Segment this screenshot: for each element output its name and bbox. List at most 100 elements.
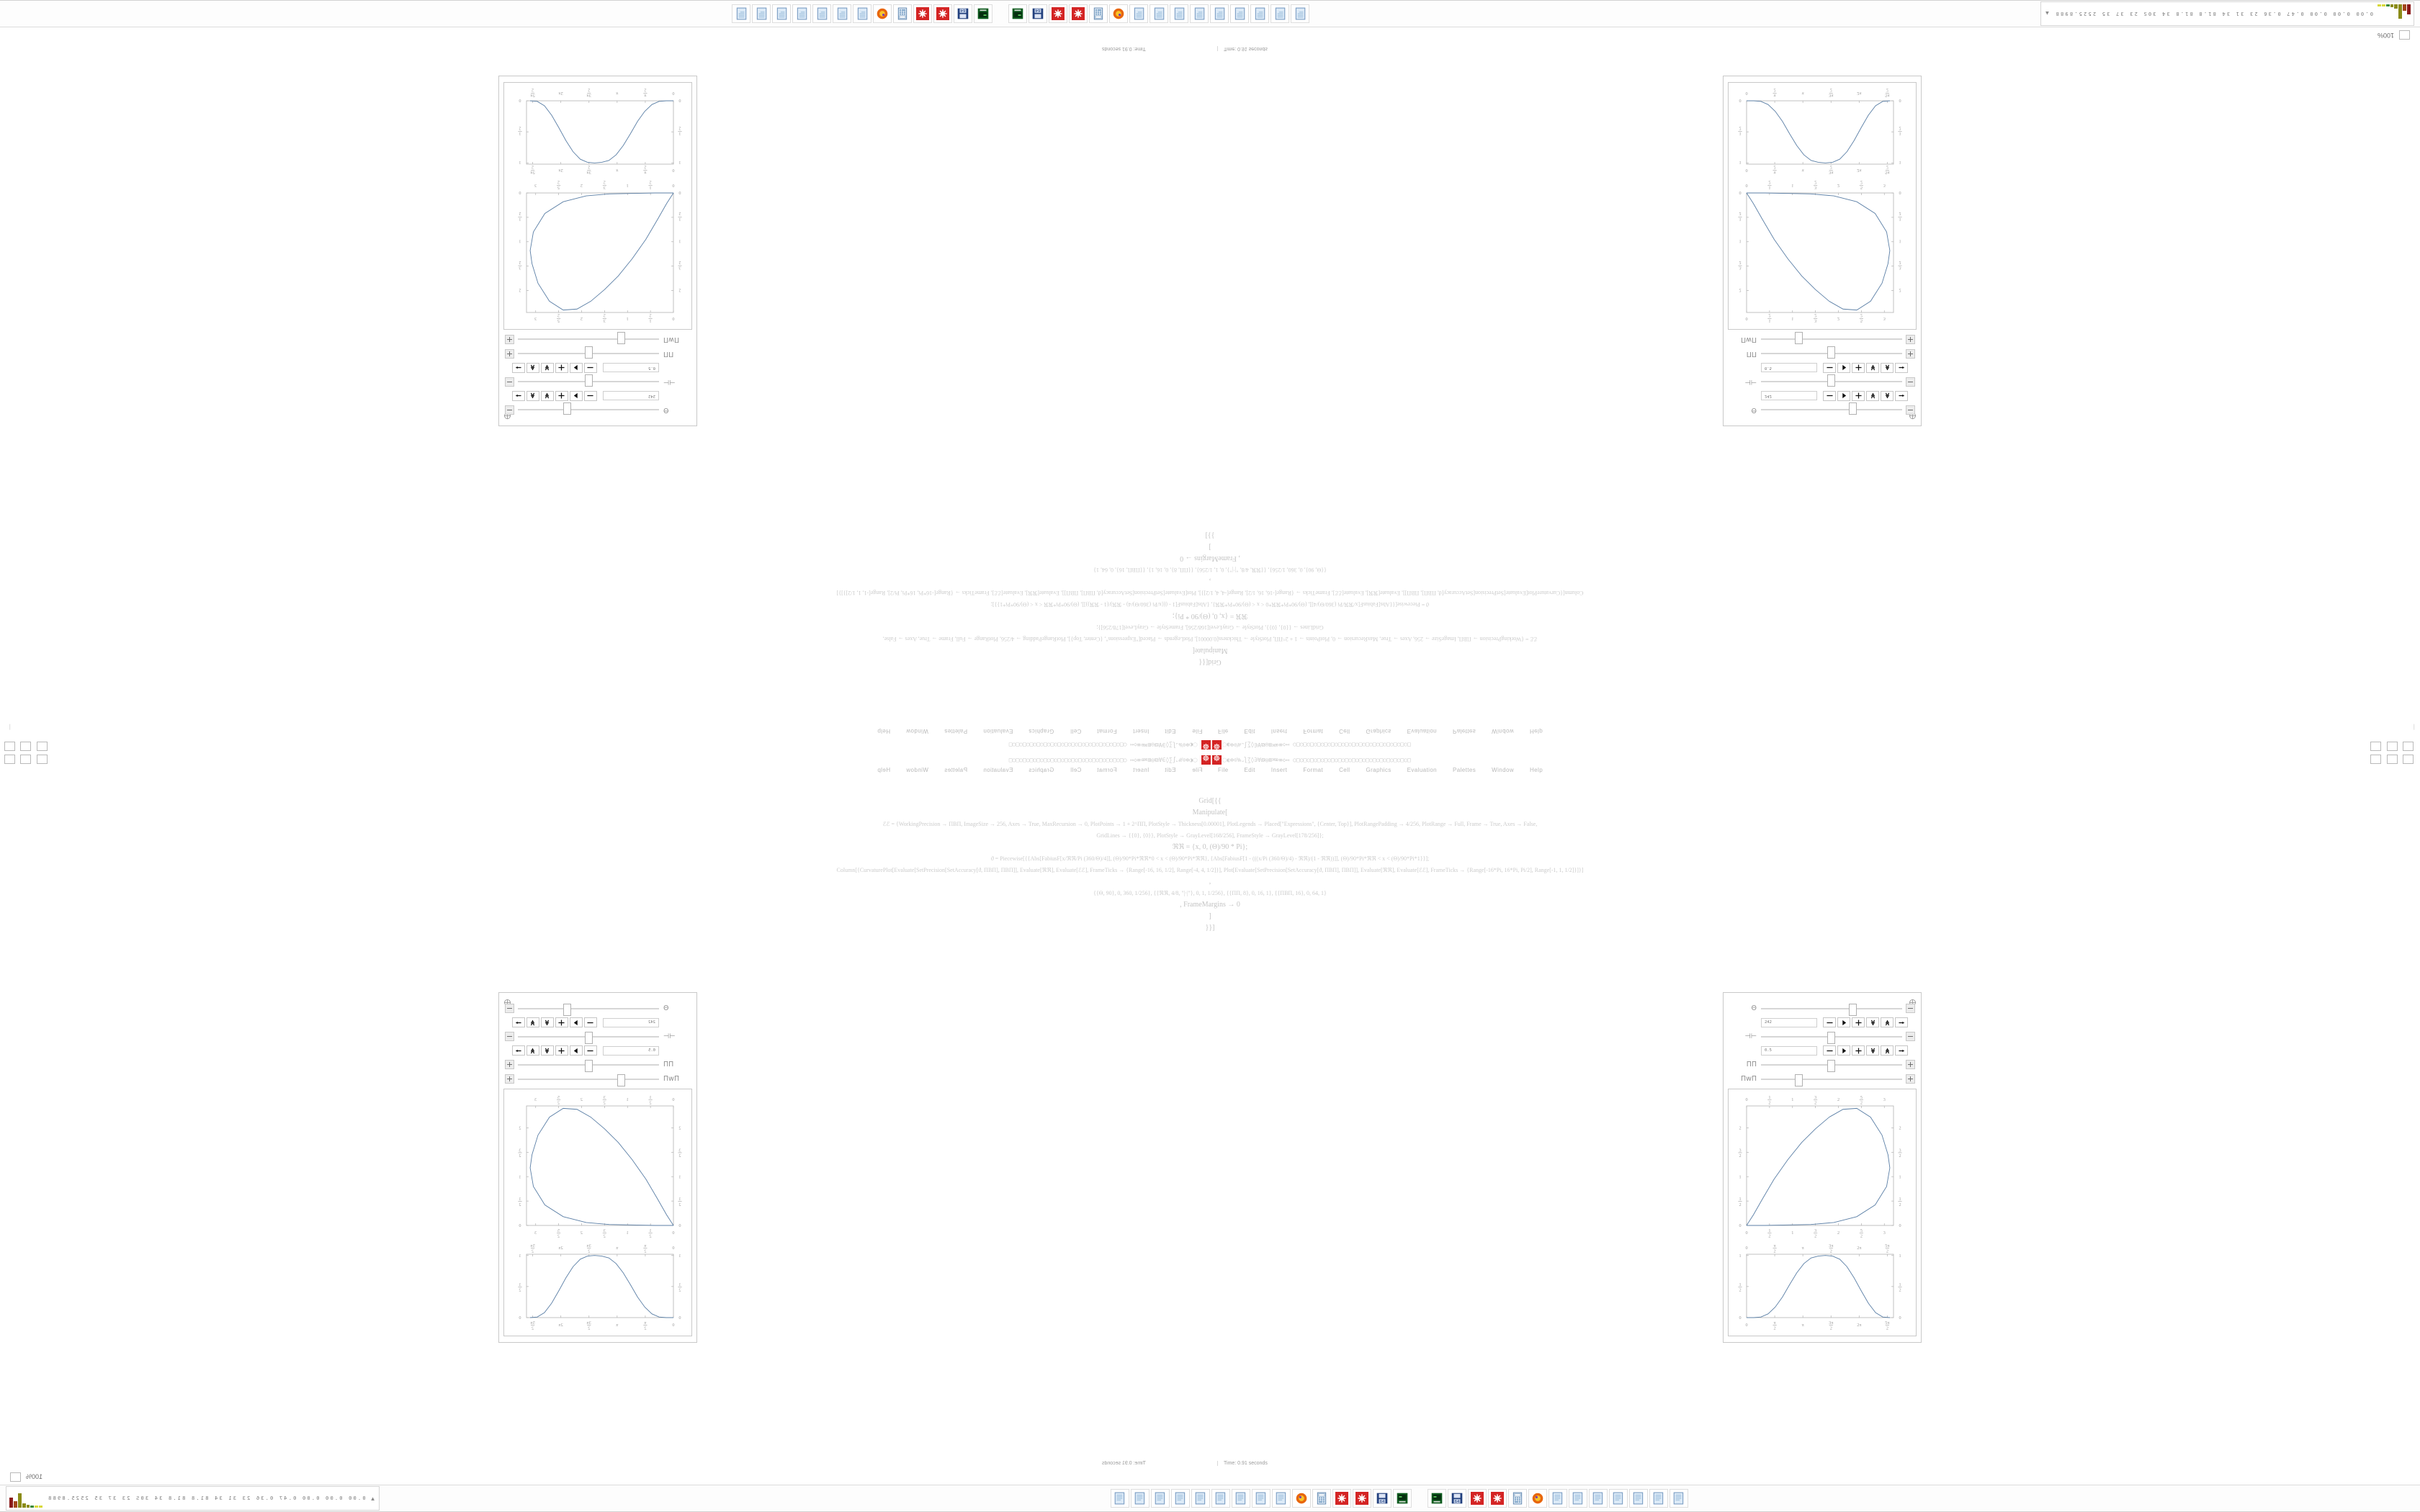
menu-item-palettes[interactable]: Palettes [1453, 728, 1476, 734]
notepad-icon[interactable] [1589, 1489, 1608, 1508]
terminal-icon[interactable] [973, 4, 992, 23]
notepad-icon[interactable] [1270, 4, 1289, 23]
notepad-icon[interactable] [1252, 1489, 1271, 1508]
code-line[interactable]: GridLines → {{0}, {0}}, PlotStyle → Gray… [1096, 832, 1324, 839]
restore-icon[interactable] [20, 755, 32, 764]
animator-theta[interactable]: 242 [1761, 390, 1915, 402]
tray-caret-icon[interactable]: ▲ [2044, 10, 2051, 17]
code-line[interactable]: , [1209, 577, 1211, 585]
code-line[interactable]: ] [1209, 543, 1211, 551]
code-line[interactable]: ϑ = Piecewise[{{Abs[FabiusF[x/ℜℜ/Pi (360… [990, 855, 1430, 862]
mathematica-toolbar-icon[interactable] [1212, 755, 1222, 765]
menu-item-edit[interactable]: Edit [1165, 728, 1176, 734]
minimize-icon[interactable] [2370, 742, 2382, 751]
menu-item-file[interactable]: File [1218, 767, 1229, 773]
menu-item-cell[interactable]: Cell [1070, 728, 1081, 734]
slider-thumb[interactable] [1795, 1074, 1803, 1086]
close-icon[interactable] [4, 755, 15, 764]
fabius-plot[interactable]: 0 0 π 2 π 2 π π 3π 2 3π 2 2π 2π 5π 2 5π 2 0 0 1 2 1 2 1 1 [506, 85, 689, 177]
manipulate-panel-bottom-right[interactable]: Θ 242 ⊣⊢ 0.5 ΠΠ ΠwΠ 0 0 1 2 1 2 1 1 3 2 3 2 2 2 5 2 5 2 3 3 0 0 1 2 1 2… [1723, 992, 1922, 1343]
slider-pwp-track[interactable] [1761, 1074, 1902, 1086]
code-line[interactable]: Grid[{{ [1198, 658, 1222, 666]
mathematica-icon[interactable] [933, 4, 952, 23]
expand-controls-icon[interactable] [505, 1074, 514, 1084]
slider-thumb[interactable] [617, 1074, 625, 1086]
rewind-button[interactable] [526, 1045, 539, 1056]
notepad-icon[interactable] [1232, 1489, 1251, 1508]
menu-item-format[interactable]: Format [1096, 728, 1117, 734]
close-icon[interactable] [2403, 755, 2414, 764]
system-monitor-widget-bottom[interactable]: 0.00 0.00 0.00 0.47 0.36 23 31 34 81.8 8… [6, 1486, 380, 1511]
menu-item-file[interactable]: File [1218, 728, 1229, 734]
menu-item-window[interactable]: Window [1492, 728, 1514, 734]
floppy64-icon[interactable]: 64 [1373, 1489, 1392, 1508]
expand-controls-icon[interactable] [505, 349, 514, 359]
mathematica-icon[interactable] [1468, 1489, 1487, 1508]
menubar-top[interactable]: Help Window Palettes Evaluation Graphics Cell… [0, 728, 2420, 734]
code-line[interactable]: , [1209, 878, 1211, 886]
terminal-icon[interactable] [1428, 1489, 1447, 1508]
terminal-icon[interactable] [1393, 1489, 1412, 1508]
animator-theta[interactable]: 242 [505, 1017, 659, 1028]
floppy64-icon[interactable]: 64 [1448, 1489, 1467, 1508]
tray-arrow-icon-bottom[interactable] [10, 1472, 21, 1482]
floppy64-icon[interactable]: 64 [1028, 4, 1047, 23]
rewind-button[interactable] [526, 391, 539, 401]
animator-button-group[interactable] [511, 363, 597, 373]
notepad-icon[interactable] [1250, 4, 1269, 23]
play-button[interactable] [1837, 363, 1850, 373]
notepad-icon[interactable] [1151, 1489, 1170, 1508]
notepad-icon[interactable] [792, 4, 811, 23]
mathematica-toolbar-icon[interactable] [1212, 740, 1222, 750]
code-line[interactable]: ] [1209, 912, 1211, 920]
animator-button-group[interactable] [1823, 391, 1909, 401]
plus-button[interactable] [555, 363, 568, 373]
slider-pp-track[interactable] [1761, 346, 1902, 359]
menu-item-cell[interactable]: Cell [1339, 728, 1350, 734]
animator-rr[interactable]: 0.5 [1761, 362, 1915, 374]
notepad-icon[interactable] [1649, 1489, 1669, 1508]
mathematica-icon[interactable] [1068, 4, 1088, 23]
play-button[interactable] [1837, 391, 1850, 401]
step-button[interactable] [1895, 1017, 1908, 1027]
toolbar-strip-bottom[interactable]: □○□○□○□○□○□○□○□○□○□○□○□○□○□○□○□○□○ ↦◇≡⌫⌘… [0, 755, 2420, 765]
plus-button[interactable] [1852, 1017, 1865, 1027]
slider-rr-track[interactable] [518, 374, 659, 387]
slider-pp[interactable]: ΠΠ [505, 1058, 691, 1072]
mathematica-icon[interactable] [1332, 1489, 1352, 1508]
slider-pwp-track[interactable] [1761, 332, 1902, 345]
code-line[interactable]: {{Θ, 90}, 0, 360, 1/256}, {{ℜℜ, 4/8, "|·… [1093, 890, 1327, 896]
notepad-icon[interactable] [1149, 4, 1168, 23]
notebook-code-top[interactable]: Grid[{{Manipulate[ℰℰ = {WorkingPrecision… [0, 529, 2420, 667]
minus-button[interactable] [1823, 1017, 1836, 1027]
step-button[interactable] [512, 391, 525, 401]
slider-pwp[interactable]: ΠwΠ [505, 332, 691, 346]
slider-pwp[interactable]: ΠwΠ [505, 1073, 691, 1086]
window-controls-right-lower[interactable] [2370, 755, 2416, 768]
play-button[interactable] [570, 1045, 583, 1056]
minus-button[interactable] [1823, 363, 1836, 373]
animator-rr-value-field[interactable]: 0.5 [1761, 363, 1817, 373]
menu-item-cell[interactable]: Cell [1339, 767, 1350, 773]
menu-item-graphics[interactable]: Graphics [1028, 767, 1054, 773]
menu-item-edit[interactable]: Edit [1244, 728, 1255, 734]
menu-item-palettes[interactable]: Palettes [944, 728, 967, 734]
fabius-plot[interactable]: 0 0 π 2 π 2 π π 3π 2 3π 2 2π 2π 5π 2 5π 2 0 0 1 2 1 2 1 1 [1731, 1241, 1914, 1333]
toolbar-strip-top[interactable]: □○□○□○□○□○□○□○□○□○□○□○□○□○□○□○□○□○ ↦◇≡⌫⌘… [0, 740, 2420, 750]
step-button[interactable] [1895, 363, 1908, 373]
code-line[interactable]: Column[{CurvaturePlot[Evaluate[SetPrecis… [836, 590, 1584, 596]
manipulate-controls[interactable]: Θ 242 ⊣⊢ 0.5 ΠΠ ΠwΠ [1728, 330, 1917, 421]
slider-thumb[interactable] [617, 332, 625, 345]
notepad-icon[interactable] [1171, 1489, 1191, 1508]
floppy64-icon[interactable]: 64 [953, 4, 972, 23]
play-button[interactable] [570, 363, 583, 373]
slider-theta[interactable]: Θ [505, 1002, 691, 1016]
animator-theta-value-field[interactable]: 242 [603, 1017, 659, 1027]
collapse-controls-icon[interactable] [505, 1032, 514, 1041]
mathematica-icon[interactable] [1488, 1489, 1507, 1508]
menu-item-graphics[interactable]: Graphics [1366, 767, 1392, 773]
slider-thumb[interactable] [584, 1059, 593, 1072]
collapse-controls-icon[interactable] [505, 1004, 514, 1013]
code-line[interactable]: Manipulate[ [1192, 647, 1228, 654]
